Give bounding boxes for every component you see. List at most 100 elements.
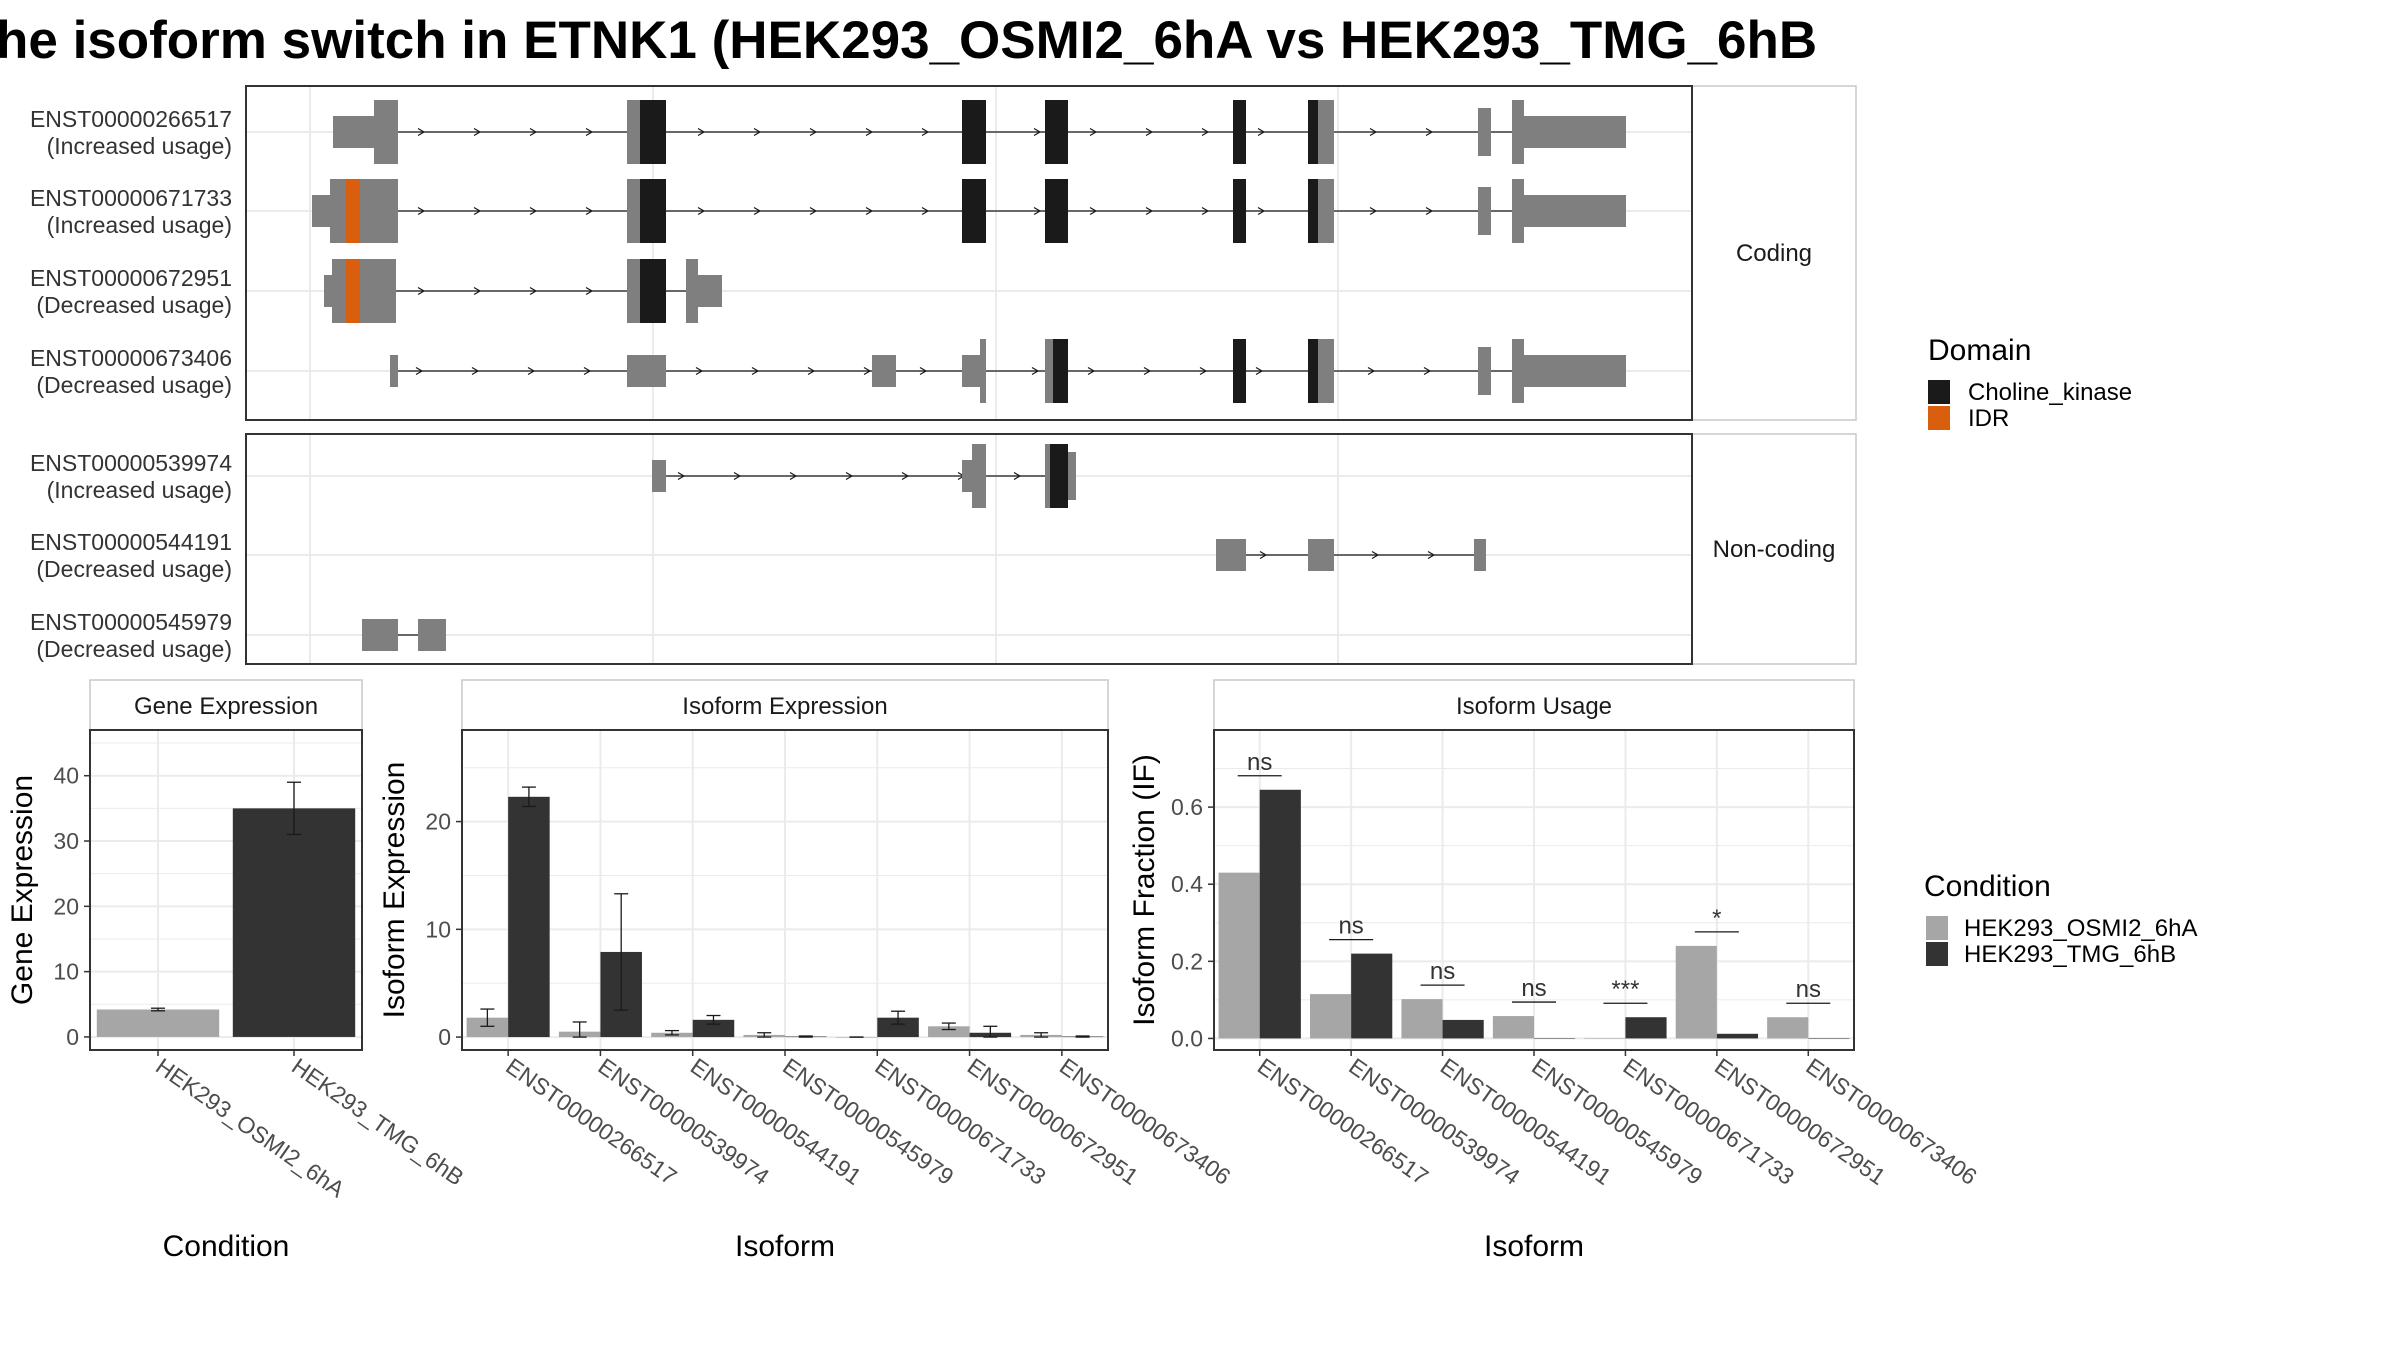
transcript-row-ENST00000539974 xyxy=(652,444,1076,508)
transcript-usage-label: (Increased usage) xyxy=(47,133,232,159)
transcript-structure-panel: CodingNon-codingENST00000266517(Increase… xyxy=(30,85,1857,665)
exon xyxy=(972,444,986,508)
x-axis-title: Isoform xyxy=(735,1230,835,1263)
strand-arrow xyxy=(753,206,762,216)
exon xyxy=(374,100,398,164)
x-tick-label: ENST00000266517 xyxy=(501,1053,681,1190)
strand-arrow xyxy=(585,127,594,137)
x-tick-label: ENST00000545979 xyxy=(778,1053,958,1190)
y-tick-label: 0.0 xyxy=(1171,1025,1203,1051)
exon xyxy=(1524,355,1626,387)
choline-kinase-exon xyxy=(640,100,666,164)
bar xyxy=(1767,1017,1809,1039)
strand-arrow xyxy=(809,206,818,216)
y-tick-label: 10 xyxy=(53,959,79,985)
bar xyxy=(692,1019,735,1038)
transcript-usage-label: (Decreased usage) xyxy=(36,556,232,582)
domain-legend-title: Domain xyxy=(1928,334,2031,367)
exon xyxy=(1045,339,1053,403)
strand-arrow xyxy=(1369,127,1378,137)
transcript-usage-label: (Increased usage) xyxy=(47,212,232,238)
exon xyxy=(362,619,398,651)
strand-arrow xyxy=(1201,206,1210,216)
strand-arrow xyxy=(901,471,910,481)
strand-arrow xyxy=(1143,366,1152,376)
strand-arrow xyxy=(585,206,594,216)
exon xyxy=(1474,539,1486,571)
exon xyxy=(1216,539,1246,571)
exon xyxy=(627,179,640,243)
strand-arrow xyxy=(1089,206,1098,216)
transcript-id-label: ENST00000671733 xyxy=(30,185,232,211)
strand-arrow xyxy=(863,366,872,376)
noncoding-panel-border xyxy=(245,433,1693,665)
bar xyxy=(1259,789,1301,1039)
strand-arrow xyxy=(1031,366,1040,376)
strand-arrow xyxy=(417,127,426,137)
exon xyxy=(627,259,640,323)
x-tick-label: ENST00000673406 xyxy=(1801,1053,1981,1190)
bar xyxy=(1808,1038,1850,1039)
exon xyxy=(360,179,398,243)
strand-arrow xyxy=(1427,550,1436,560)
exon xyxy=(332,259,346,323)
exon xyxy=(1308,539,1334,571)
strand-arrow xyxy=(529,286,538,296)
choline-kinase-exon xyxy=(962,179,986,243)
bar xyxy=(1492,1016,1534,1039)
y-tick-label: 0.4 xyxy=(1171,871,1203,897)
bar xyxy=(96,1009,220,1037)
y-tick-label: 20 xyxy=(53,893,79,919)
condition-legend-label: HEK293_OSMI2_6hA xyxy=(1964,915,2197,942)
exon xyxy=(1524,116,1626,148)
exon xyxy=(1512,100,1524,164)
x-tick-label: ENST00000672951 xyxy=(963,1053,1143,1190)
transcript-usage-label: (Decreased usage) xyxy=(36,372,232,398)
y-tick-label: 0 xyxy=(66,1024,79,1050)
exon xyxy=(418,619,446,651)
choline-kinase-exon xyxy=(1308,339,1318,403)
strand-arrow xyxy=(529,206,538,216)
strand-arrow xyxy=(865,127,874,137)
bar xyxy=(508,796,550,1038)
choline-kinase-exon xyxy=(1233,100,1246,164)
bar xyxy=(877,1017,919,1038)
strand-arrow xyxy=(1367,366,1376,376)
coding-strip xyxy=(1691,85,1857,421)
exon xyxy=(686,259,698,323)
strand-arrow xyxy=(921,206,930,216)
bar xyxy=(1310,994,1352,1039)
strand-arrow xyxy=(919,366,928,376)
strand-arrow xyxy=(845,471,854,481)
exon xyxy=(330,179,346,243)
significance-label: * xyxy=(1712,905,1721,932)
x-tick-label: ENST00000544191 xyxy=(686,1053,866,1190)
strand-arrow xyxy=(697,127,706,137)
bar xyxy=(1218,872,1260,1039)
y-tick-label: 0.6 xyxy=(1171,794,1203,820)
strand-arrow xyxy=(583,366,592,376)
bar xyxy=(1716,1033,1758,1039)
strand-arrow xyxy=(529,127,538,137)
choline-kinase-exon xyxy=(1233,179,1246,243)
isoform-expression-chart: Isoform Expression01020ENST00000266517EN… xyxy=(378,679,1235,1263)
y-tick-label: 10 xyxy=(425,916,451,942)
condition-legend-key xyxy=(1926,916,1948,940)
domain-legend-label: IDR xyxy=(1968,405,2009,432)
chart-strip xyxy=(1213,679,1855,731)
strand-arrow xyxy=(1255,366,1264,376)
choline-kinase-exon xyxy=(962,100,986,164)
transcript-usage-label: (Increased usage) xyxy=(47,477,232,503)
transcript-usage-label: (Decreased usage) xyxy=(36,292,232,318)
strand-arrow xyxy=(471,366,480,376)
choline-kinase-exon xyxy=(640,179,666,243)
exon xyxy=(1318,179,1334,243)
strand-arrow xyxy=(527,366,536,376)
x-tick-label: ENST00000544191 xyxy=(1436,1053,1616,1190)
transcript-usage-label: (Decreased usage) xyxy=(36,636,232,662)
exon xyxy=(1478,347,1491,395)
